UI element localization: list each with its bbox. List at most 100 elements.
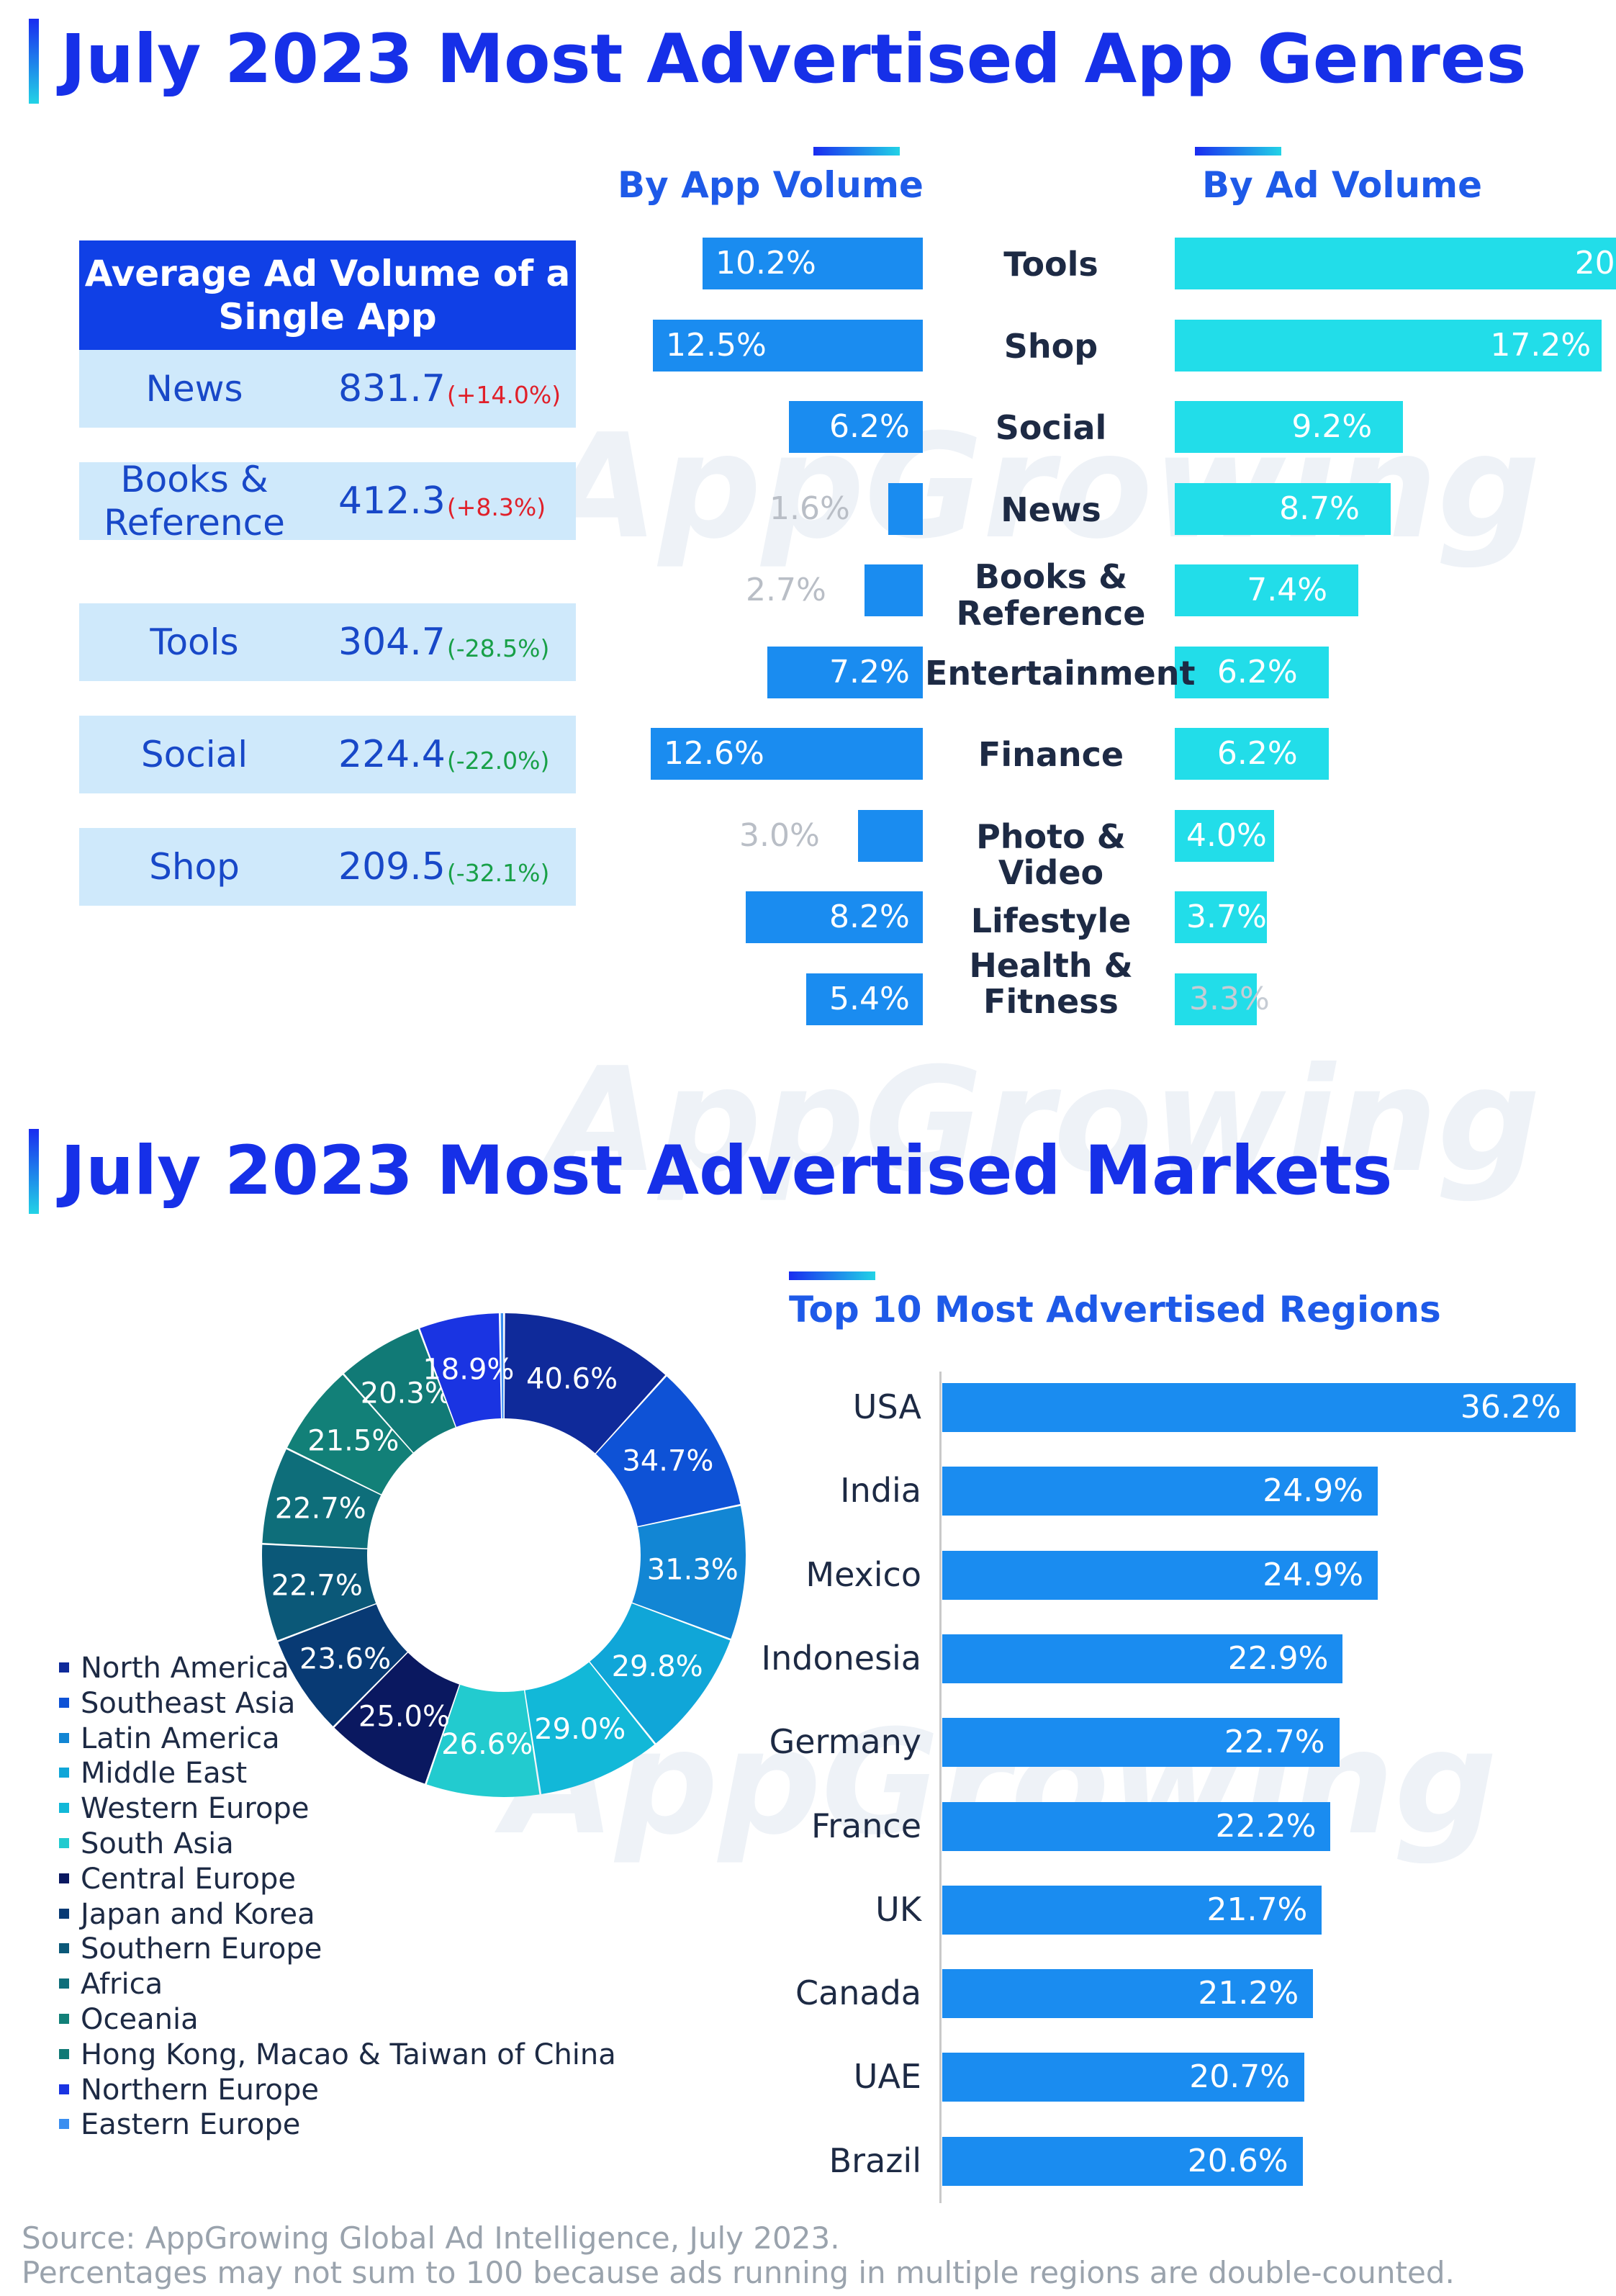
ad-volume-label: 6.2% (1216, 735, 1298, 772)
legend-item: Southeast Asia (59, 1687, 295, 1720)
avg-row-name: Tools (150, 621, 239, 663)
region-bar: 20.6% (942, 2136, 1303, 2186)
legend-item: Middle East (59, 1757, 247, 1790)
avg-table-row: Shop 209.5 (-32.1%) (79, 828, 576, 906)
legend-swatch (59, 1908, 69, 1919)
region-label: India (840, 1471, 921, 1511)
footer-note: Percentages may not sum to 100 because a… (22, 2255, 1455, 2290)
app-volume-bar (789, 401, 923, 453)
legend-item: Western Europe (59, 1792, 309, 1825)
donut-slice (262, 1544, 376, 1641)
avg-row-value: 831.7 (+14.0%) (338, 350, 561, 428)
legend-item: Latin America (59, 1722, 280, 1755)
region-label: France (811, 1806, 921, 1845)
app-volume-label: 12.6% (664, 735, 764, 772)
donut-slice-label: 20.3% (361, 1377, 452, 1410)
legend-label: Japan and Korea (81, 1897, 315, 1931)
app-volume-bar (806, 973, 923, 1025)
donut-slice-label: 40.6% (526, 1363, 618, 1396)
avg-row-number: 224.4 (338, 733, 446, 776)
legend-swatch (59, 1838, 69, 1848)
region-value: 20.7% (1189, 2058, 1290, 2096)
donut-slice-label: 29.8% (612, 1650, 703, 1683)
donut-slice-label: 29.0% (534, 1713, 626, 1746)
avg-row-name: Social (140, 734, 248, 775)
legend-item: Africa (59, 1968, 163, 2001)
app-volume-label: 7.2% (829, 653, 910, 690)
legend-swatch (59, 1768, 69, 1778)
ad-volume-bar (1175, 728, 1329, 780)
genre-label: Shop (1003, 326, 1098, 366)
ad-volume-bar (1175, 319, 1602, 372)
ad-volume-label: 4.0% (1186, 816, 1267, 854)
ad-volume-label: 20.6% (1574, 245, 1616, 282)
app-volume-bar (888, 482, 923, 535)
markets-donut-chart: 40.6% 34.7% 31.3% 29.8% 29.0%26.6%25.0% 23.6%… (262, 1313, 746, 1797)
legend-item: Northern Europe (59, 2074, 319, 2107)
legend-swatch (59, 1943, 69, 1954)
section-title-genres: July 2023 Most Advertised App Genres (60, 20, 1527, 99)
app-volume-label: 10.2% (716, 245, 816, 282)
legend-label: Western Europe (81, 1792, 310, 1826)
donut-slice-label: 22.7% (271, 1570, 363, 1603)
app-volume-label: 1.6% (769, 490, 850, 527)
genre-label: Tools (1003, 245, 1098, 284)
region-bar: 24.9% (942, 1467, 1378, 1516)
region-label: UAE (853, 2057, 921, 2097)
ad-volume-label: 7.4% (1247, 572, 1328, 608)
region-label: Indonesia (761, 1638, 921, 1678)
legend-label: Latin America (81, 1721, 280, 1755)
ad-volume-bar (1175, 482, 1391, 535)
avg-row-value: 209.5 (-32.1%) (338, 828, 549, 906)
region-value: 36.2% (1460, 1389, 1561, 1426)
column-header-ad-volume: By Ad Volume (1202, 164, 1483, 206)
legend-label: Hong Kong, Macao & Taiwan of China (81, 2038, 616, 2071)
region-value: 22.7% (1224, 1724, 1325, 1761)
app-volume-bar (865, 564, 923, 616)
avg-row-change: (+14.0%) (446, 380, 561, 409)
avg-row-name: News (145, 368, 243, 410)
legend-label: Central Europe (81, 1862, 297, 1896)
app-volume-bar (651, 728, 923, 780)
avg-row-change: (+8.3%) (446, 492, 546, 521)
region-value: 24.9% (1263, 1472, 1364, 1510)
app-volume-bar (767, 646, 923, 698)
legend-item: North America (59, 1652, 289, 1685)
ad-volume-bar (1175, 238, 1616, 289)
donut-slice (262, 1449, 382, 1549)
legend-item: Japan and Korea (59, 1898, 315, 1931)
legend-label: Eastern Europe (81, 2108, 301, 2142)
app-volume-label: 12.5% (666, 326, 767, 364)
legend-swatch (59, 1732, 69, 1743)
region-value: 22.9% (1227, 1639, 1329, 1677)
legend-swatch (59, 1697, 69, 1708)
ad-volume-label: 3.7% (1186, 899, 1267, 935)
column-header-app-volume: By App Volume (618, 164, 924, 206)
donut-slice (278, 1604, 407, 1726)
legend-item: Oceania (59, 2003, 199, 2036)
donut-slice-label: 31.3% (647, 1553, 739, 1586)
avg-row-name: Shop (149, 846, 240, 888)
donut-slice (632, 1505, 746, 1639)
app-volume-label: 8.2% (829, 899, 910, 935)
donut-slice-label: 26.6% (441, 1728, 533, 1761)
avg-row-change: (-22.0%) (446, 746, 550, 775)
genre-label: Lifestyle (970, 901, 1132, 940)
column-accent (789, 1271, 875, 1280)
genre-label: Books & Reference (956, 557, 1146, 633)
legend-swatch (59, 2014, 69, 2024)
section-accent-bar (29, 19, 39, 104)
region-bar: 22.7% (942, 1718, 1340, 1768)
legend-item: Hong Kong, Macao & Taiwan of China (59, 2038, 616, 2071)
legend-swatch (59, 1873, 69, 1883)
avg-row-change: (-28.5%) (446, 634, 550, 662)
donut-slice (504, 1313, 666, 1454)
region-bar: 21.2% (942, 1969, 1314, 2019)
donut-slice-label: 21.5% (307, 1425, 399, 1458)
legend-item: South Asia (59, 1827, 234, 1860)
legend-item: Central Europe (59, 1863, 296, 1896)
legend-label: Southeast Asia (81, 1686, 296, 1720)
avg-row-value: 412.3 (+8.3%) (338, 462, 546, 540)
donut-slice (287, 1374, 413, 1495)
ad-volume-label: 17.2% (1490, 326, 1592, 364)
